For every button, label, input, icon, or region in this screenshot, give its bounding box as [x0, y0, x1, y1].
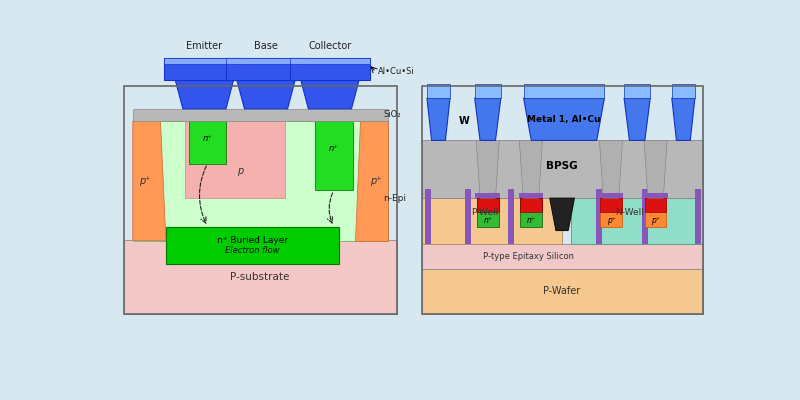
- Text: BPSG: BPSG: [546, 161, 578, 171]
- Bar: [672, 84, 695, 98]
- Bar: [422, 198, 562, 244]
- Bar: [642, 190, 648, 244]
- Polygon shape: [644, 140, 667, 198]
- Polygon shape: [133, 121, 166, 240]
- Bar: [189, 121, 226, 164]
- Bar: [523, 84, 605, 98]
- Bar: [645, 198, 666, 212]
- Bar: [645, 198, 666, 228]
- Bar: [166, 227, 339, 264]
- Text: SiO₂: SiO₂: [383, 110, 401, 120]
- Text: n⁺: n⁺: [526, 216, 535, 224]
- Polygon shape: [175, 80, 234, 109]
- Bar: [518, 193, 543, 198]
- Bar: [643, 193, 668, 198]
- Bar: [290, 58, 370, 64]
- Bar: [520, 198, 542, 211]
- Bar: [185, 121, 286, 198]
- Text: p: p: [237, 166, 243, 176]
- Bar: [226, 58, 306, 80]
- Bar: [624, 84, 650, 98]
- Bar: [477, 198, 498, 212]
- Bar: [570, 198, 702, 244]
- Bar: [133, 109, 388, 121]
- Bar: [422, 140, 702, 198]
- Bar: [598, 193, 623, 198]
- Text: p⁺: p⁺: [606, 216, 615, 224]
- Polygon shape: [474, 98, 501, 140]
- Text: p⁺: p⁺: [651, 216, 660, 224]
- Bar: [123, 86, 397, 314]
- Bar: [123, 240, 397, 314]
- Bar: [314, 121, 353, 190]
- Bar: [465, 190, 471, 244]
- Bar: [477, 198, 498, 228]
- Bar: [474, 84, 501, 98]
- Bar: [422, 244, 702, 269]
- Bar: [600, 198, 622, 228]
- Bar: [427, 84, 450, 98]
- Text: N-Well: N-Well: [615, 208, 644, 216]
- Text: Al•Cu•Si: Al•Cu•Si: [378, 67, 414, 76]
- Text: n⁺: n⁺: [202, 134, 212, 142]
- Bar: [695, 190, 701, 244]
- Bar: [520, 198, 542, 228]
- Text: p⁺: p⁺: [370, 176, 381, 186]
- Text: Collector: Collector: [308, 41, 351, 51]
- Bar: [475, 193, 500, 198]
- Polygon shape: [519, 140, 542, 198]
- Polygon shape: [354, 121, 388, 240]
- Bar: [164, 58, 245, 64]
- Bar: [164, 58, 245, 80]
- Polygon shape: [599, 140, 622, 198]
- Text: n⁺: n⁺: [483, 216, 492, 224]
- Text: Base: Base: [254, 41, 278, 51]
- Bar: [422, 86, 702, 314]
- Text: n⁺: n⁺: [329, 144, 338, 153]
- Bar: [595, 190, 602, 244]
- Polygon shape: [523, 98, 605, 140]
- Bar: [520, 198, 542, 212]
- Polygon shape: [550, 198, 574, 230]
- Polygon shape: [624, 98, 650, 140]
- Bar: [508, 190, 514, 244]
- Bar: [600, 198, 622, 212]
- Polygon shape: [237, 80, 295, 109]
- Text: p⁺: p⁺: [139, 176, 151, 186]
- Bar: [226, 58, 306, 64]
- Text: n-Epi: n-Epi: [383, 194, 406, 203]
- Polygon shape: [301, 80, 359, 109]
- Text: P-Wafer: P-Wafer: [543, 286, 581, 296]
- Polygon shape: [427, 98, 450, 140]
- Text: Electron flow: Electron flow: [225, 246, 279, 255]
- Polygon shape: [672, 98, 695, 140]
- Bar: [133, 121, 388, 240]
- Bar: [290, 58, 370, 80]
- Bar: [477, 198, 498, 211]
- Polygon shape: [476, 140, 499, 198]
- Text: Metal 1, Al•Cu: Metal 1, Al•Cu: [527, 115, 601, 124]
- Text: Emitter: Emitter: [186, 41, 222, 51]
- Text: P-substrate: P-substrate: [230, 272, 290, 282]
- Text: P-Well: P-Well: [471, 208, 498, 216]
- Text: n⁺ Buried Layer: n⁺ Buried Layer: [217, 236, 288, 245]
- Bar: [422, 269, 702, 314]
- Bar: [425, 190, 430, 244]
- Text: P-type Epitaxy Silicon: P-type Epitaxy Silicon: [483, 252, 574, 261]
- Text: W: W: [458, 116, 470, 126]
